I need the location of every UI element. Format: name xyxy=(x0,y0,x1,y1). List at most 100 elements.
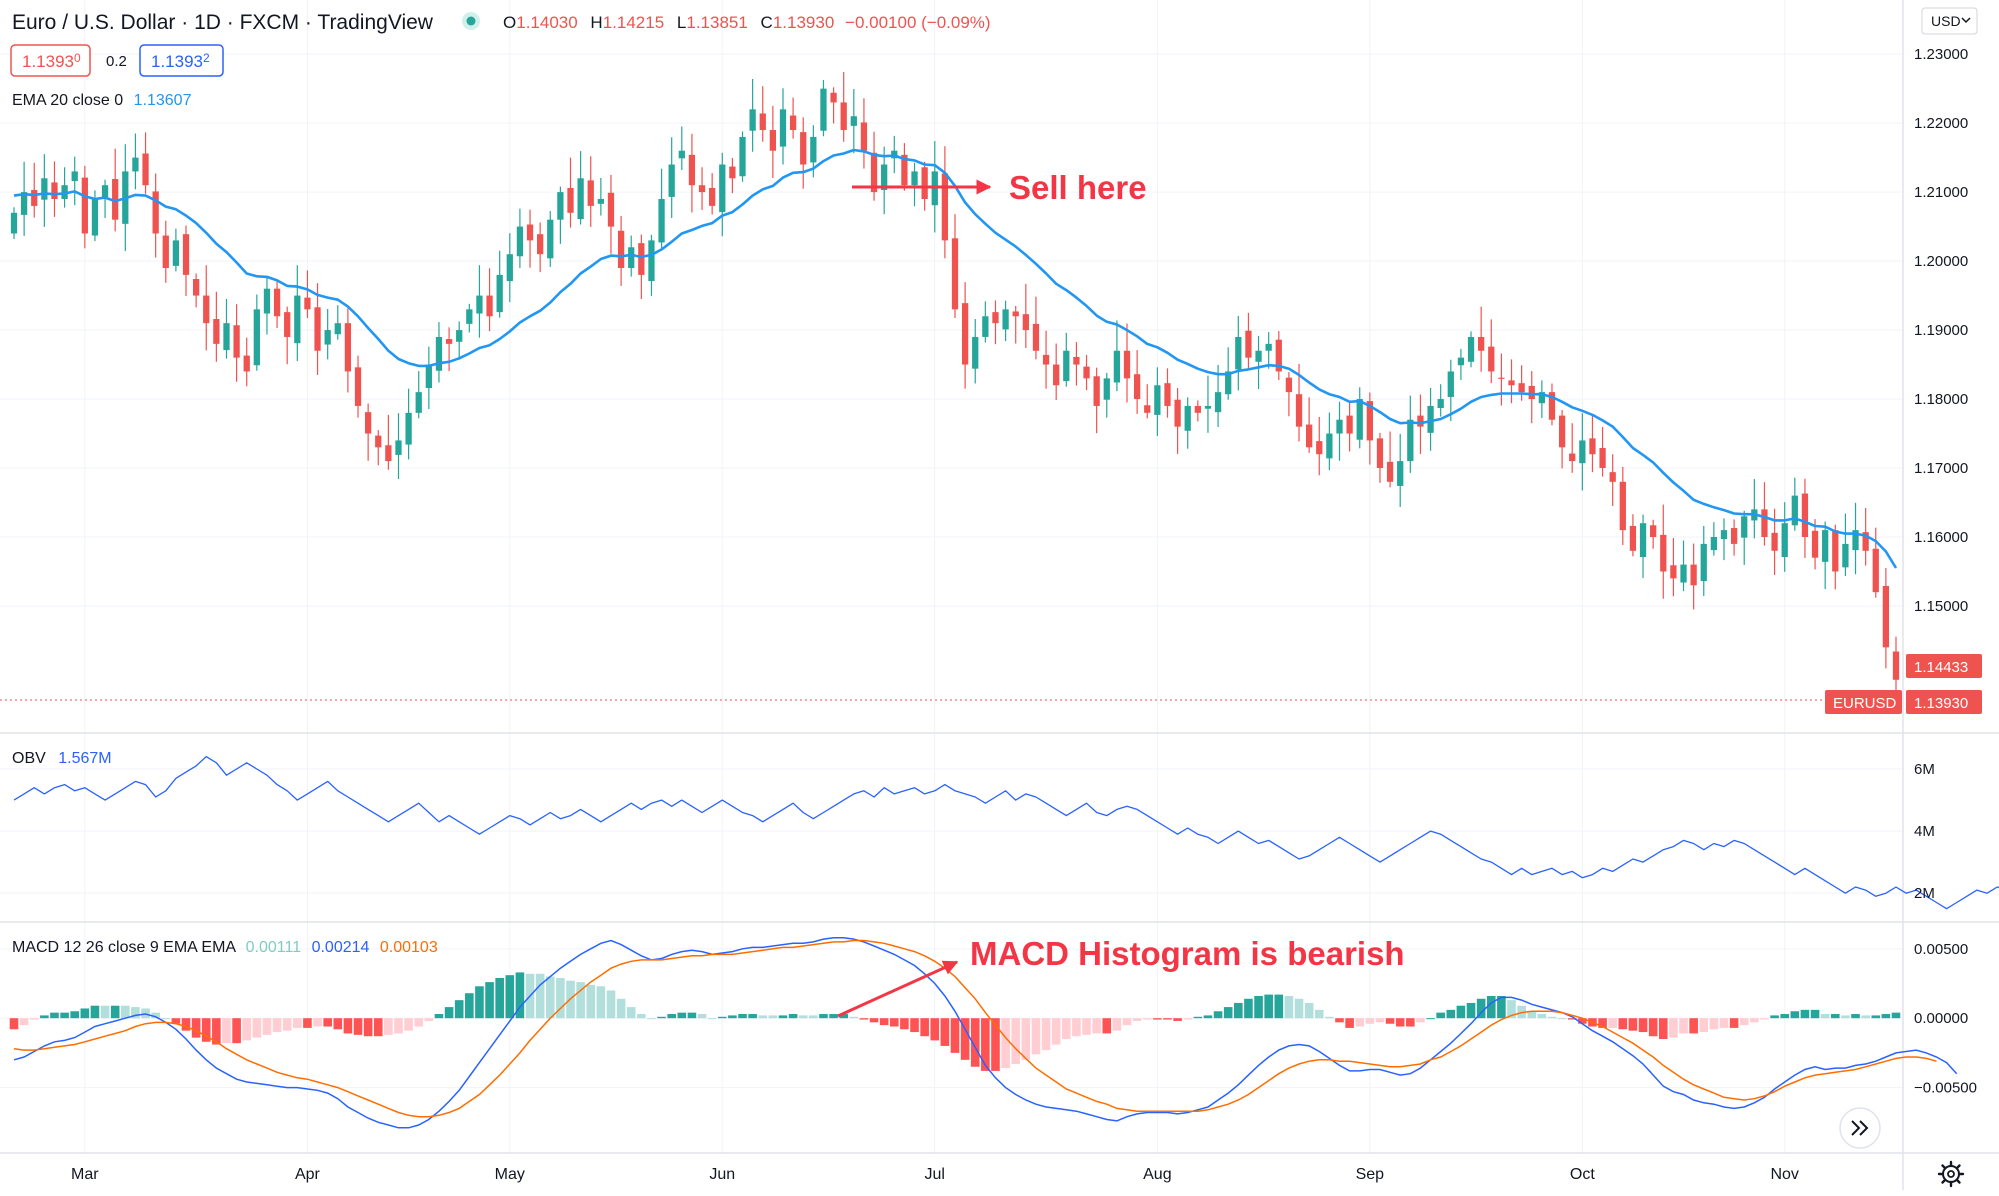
candle-body[interactable] xyxy=(1032,323,1040,351)
histogram-bar[interactable] xyxy=(707,1018,717,1020)
candle[interactable] xyxy=(486,268,493,332)
candle-body[interactable] xyxy=(1801,493,1809,537)
currency-selector[interactable]: USD xyxy=(1921,7,1978,35)
histogram-bar[interactable] xyxy=(1618,1018,1628,1030)
histogram-bar[interactable] xyxy=(1567,1018,1577,1020)
candle[interactable] xyxy=(41,154,48,227)
candle-body[interactable] xyxy=(1437,399,1444,409)
histogram-bar[interactable] xyxy=(110,1005,120,1019)
histogram-bar[interactable] xyxy=(1142,1018,1152,1020)
candle-body[interactable] xyxy=(466,309,473,324)
histogram-bar[interactable] xyxy=(1203,1015,1213,1019)
histogram-bar[interactable] xyxy=(1557,1018,1567,1020)
candle-body[interactable] xyxy=(1609,472,1616,482)
histogram-bar[interactable] xyxy=(40,1015,49,1019)
candle-body[interactable] xyxy=(516,226,524,257)
candle-body[interactable] xyxy=(1741,516,1748,538)
price-axis[interactable]: 1.15000 1.16000 1.17000 1.18000 1.19000 1.200… xyxy=(1914,46,1968,615)
candle-body[interactable] xyxy=(1366,401,1373,441)
candle-body[interactable] xyxy=(688,154,696,186)
candle[interactable] xyxy=(1599,426,1606,477)
candle-body[interactable] xyxy=(41,178,48,200)
candle[interactable] xyxy=(1012,305,1019,344)
candle-body[interactable] xyxy=(1690,564,1697,586)
histogram-bar[interactable] xyxy=(728,1015,737,1019)
histogram-bar[interactable] xyxy=(1314,1009,1324,1019)
macd-legend[interactable]: MACD 12 26 close 9 EMA EMA 0.00111 0.002… xyxy=(12,939,438,956)
bid-ask-widget[interactable]: 1.13930 0.2 1.13932 xyxy=(10,44,224,77)
histogram-bar[interactable] xyxy=(798,1015,808,1019)
candle[interactable] xyxy=(1164,368,1171,418)
histogram-bar[interactable] xyxy=(1193,1016,1203,1019)
candle-body[interactable] xyxy=(759,113,766,131)
candle-body[interactable] xyxy=(456,330,463,342)
candle[interactable] xyxy=(304,270,311,318)
histogram-bar[interactable] xyxy=(1264,994,1273,1019)
histogram-bar[interactable] xyxy=(1709,1018,1719,1030)
candle[interactable] xyxy=(273,280,281,328)
candle-body[interactable] xyxy=(81,177,88,234)
candle[interactable] xyxy=(314,283,321,375)
candle-body[interactable] xyxy=(1700,543,1707,582)
histogram-bar[interactable] xyxy=(1780,1014,1789,1019)
histogram-bar[interactable] xyxy=(586,984,596,1019)
candle-body[interactable] xyxy=(304,297,311,310)
candle-body[interactable] xyxy=(820,88,827,131)
candle-body[interactable] xyxy=(1650,525,1657,537)
histogram-bar[interactable] xyxy=(373,1018,383,1037)
candle[interactable] xyxy=(1123,323,1131,403)
candle-body[interactable] xyxy=(719,164,726,213)
histogram-bar[interactable] xyxy=(131,1007,140,1019)
histogram-bar[interactable] xyxy=(70,1011,80,1019)
candle-body[interactable] xyxy=(273,288,281,317)
histogram-bar[interactable] xyxy=(900,1018,909,1030)
candle-body[interactable] xyxy=(172,240,180,266)
candle-body[interactable] xyxy=(375,435,382,448)
candle-body[interactable] xyxy=(324,330,331,345)
candle[interactable] xyxy=(1386,431,1394,488)
candle[interactable] xyxy=(1032,296,1040,360)
candle-body[interactable] xyxy=(1781,523,1788,558)
histogram-bar[interactable] xyxy=(1608,1018,1617,1028)
candle-body[interactable] xyxy=(709,187,716,206)
candle[interactable] xyxy=(1558,410,1566,469)
histogram-bar[interactable] xyxy=(637,1014,646,1019)
candle[interactable] xyxy=(789,97,797,139)
histogram-bar[interactable] xyxy=(1375,1018,1385,1023)
histogram-bar[interactable] xyxy=(1658,1018,1668,1039)
candle[interactable] xyxy=(1569,423,1576,473)
candle-body[interactable] xyxy=(203,295,210,324)
candle-body[interactable] xyxy=(1811,530,1819,558)
histogram-bar[interactable] xyxy=(1183,1018,1193,1020)
histogram-bar[interactable] xyxy=(50,1012,59,1019)
histogram-bar[interactable] xyxy=(667,1014,676,1019)
macd-histogram[interactable] xyxy=(9,972,1901,1071)
histogram-bar[interactable] xyxy=(809,1015,818,1019)
histogram-bar[interactable] xyxy=(282,1018,292,1031)
candle-body[interactable] xyxy=(1589,438,1596,455)
histogram-bar[interactable] xyxy=(1891,1012,1901,1019)
histogram-bar[interactable] xyxy=(191,1018,201,1038)
histogram-bar[interactable] xyxy=(697,1014,707,1019)
candle-body[interactable] xyxy=(1083,366,1090,379)
histogram-bar[interactable] xyxy=(1669,1018,1678,1038)
candle-body[interactable] xyxy=(405,412,412,445)
candle-body[interactable] xyxy=(1356,399,1363,440)
histogram-bar[interactable] xyxy=(323,1018,332,1027)
histogram-bar[interactable] xyxy=(272,1018,282,1033)
currency-button[interactable] xyxy=(1921,7,1978,35)
candle[interactable] xyxy=(678,126,685,171)
sell-annotation[interactable]: Sell here xyxy=(1009,169,1147,206)
macd-axis[interactable]: 0.00500 0.00000 −0.00500 xyxy=(1914,941,1977,1097)
candle[interactable] xyxy=(1822,521,1829,590)
symbol-legend[interactable]: Euro / U.S. Dollar · 1D · FXCM · Trading… xyxy=(12,11,991,34)
histogram-bar[interactable] xyxy=(1790,1011,1800,1019)
candle-body[interactable] xyxy=(1569,453,1576,462)
candle[interactable] xyxy=(537,222,544,273)
candle-body[interactable] xyxy=(1872,548,1879,593)
histogram-bar[interactable] xyxy=(1345,1018,1354,1028)
candle-body[interactable] xyxy=(658,199,665,243)
candle[interactable] xyxy=(365,403,372,461)
candle-body[interactable] xyxy=(881,164,888,191)
histogram-bar[interactable] xyxy=(343,1018,353,1034)
